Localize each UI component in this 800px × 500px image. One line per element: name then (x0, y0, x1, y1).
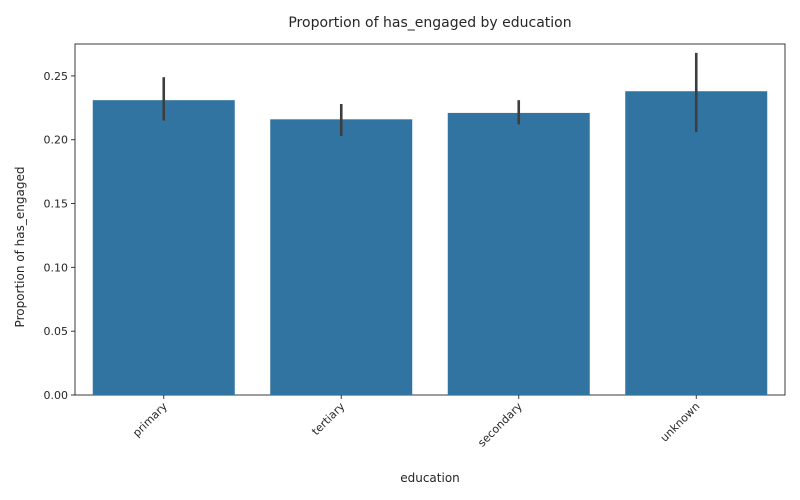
y-axis-label: Proportion of has_engaged (13, 167, 27, 328)
x-axis-label: education (400, 471, 460, 485)
error-bars (162, 52, 698, 136)
chart-title: Proportion of has_engaged by education (288, 15, 571, 31)
y-tick-label: 0.05 (44, 325, 69, 338)
bar-unknown (625, 91, 768, 395)
plot-frame (74, 43, 786, 396)
x-axis: primary tertiary secondary unknown (130, 395, 702, 449)
y-axis: 0.00 0.05 0.10 0.15 0.20 0.25 (44, 70, 75, 402)
y-tick-label: 0.00 (44, 389, 69, 402)
y-tick-label: 0.10 (44, 261, 69, 274)
bar-primary (92, 100, 235, 395)
bar-secondary (447, 112, 590, 395)
bars (92, 91, 768, 396)
bar-tertiary (270, 119, 413, 396)
x-tick-label: secondary (475, 400, 525, 450)
y-tick-label: 0.25 (44, 70, 69, 83)
y-tick-label: 0.15 (44, 198, 69, 211)
y-tick-label: 0.20 (44, 134, 69, 147)
plot-area (74, 43, 786, 396)
x-tick-label: tertiary (309, 400, 347, 438)
x-tick-label: unknown (658, 400, 703, 445)
x-tick-label: primary (130, 400, 170, 440)
